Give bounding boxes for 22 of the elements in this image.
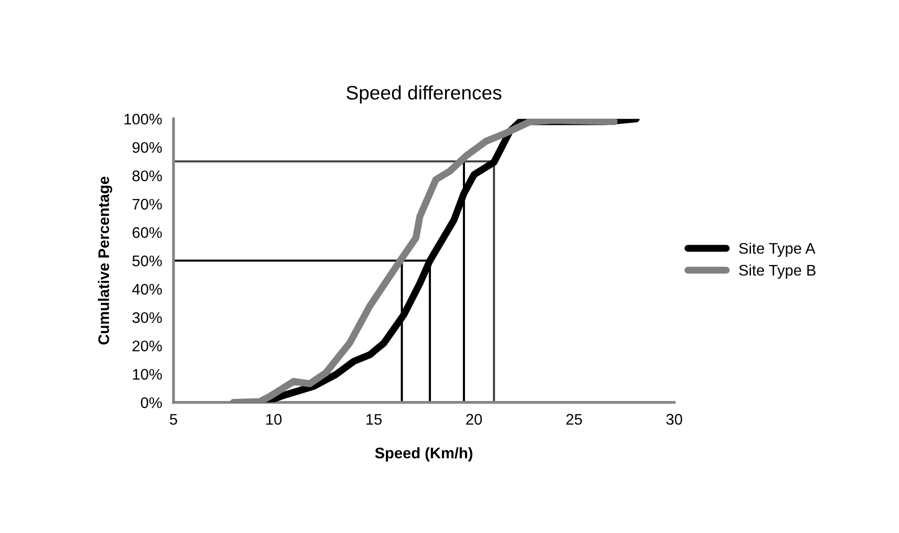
- y-tick-label: 20%: [132, 340, 162, 352]
- y-tick-label: 40%: [132, 284, 162, 295]
- y-tick-label: 80%: [132, 170, 162, 182]
- y-tick-label: 70%: [132, 198, 162, 210]
- x-tick-label: 30: [666, 414, 682, 425]
- legend-label: Site Type B: [739, 264, 816, 279]
- x-tick-label: 25: [566, 414, 582, 425]
- x-axis-title: Speed (Km/h): [375, 447, 472, 462]
- x-tick-label: 5: [170, 414, 178, 425]
- legend-label: Site Type A: [739, 242, 816, 257]
- chart-title: Speed differences: [346, 85, 502, 104]
- y-tick-label: 50%: [132, 256, 162, 266]
- x-tick-label: 20: [466, 414, 482, 425]
- y-tick-label: 10%: [132, 368, 162, 380]
- x-tick-label: 15: [366, 414, 382, 425]
- y-axis-title: Cumulative Percentage: [98, 176, 112, 344]
- x-tick-label: 10: [266, 414, 282, 425]
- y-tick-label: 30%: [132, 312, 162, 324]
- y-tick-label: 0%: [140, 397, 162, 408]
- y-tick-label: 60%: [132, 227, 162, 238]
- y-tick-label: 90%: [132, 142, 162, 153]
- y-tick-label: 100%: [124, 114, 162, 125]
